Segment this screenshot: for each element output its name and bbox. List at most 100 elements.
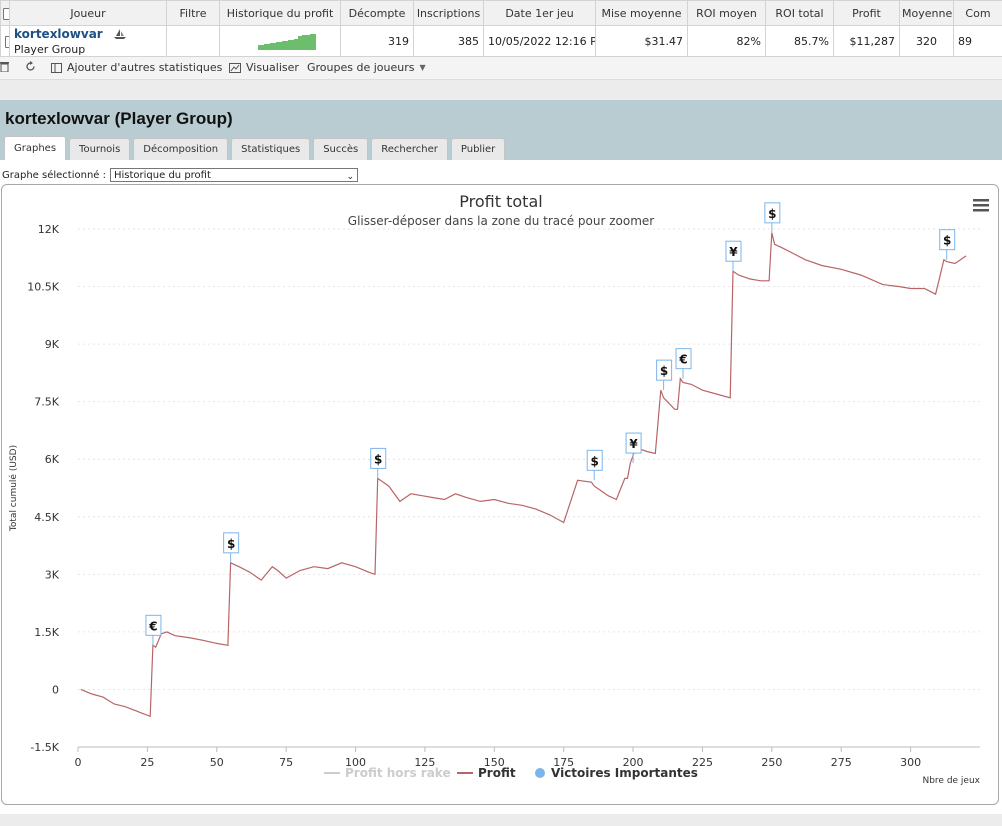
- x-tick-label: 50: [210, 756, 224, 769]
- add-stats-button[interactable]: Ajouter d'autres statistiques: [51, 61, 222, 74]
- x-tick-label: 125: [414, 756, 435, 769]
- x-tick-label: 250: [761, 756, 782, 769]
- total-roi-cell: 85.7%: [765, 25, 834, 57]
- big-win-flag: [145, 614, 162, 636]
- average-cell: 320: [899, 25, 954, 57]
- legend-item[interactable]: Profit hors rake: [345, 766, 451, 780]
- count-cell: 319: [340, 25, 414, 57]
- big-win-flag-symbol: $: [227, 537, 235, 551]
- graph-select-label: Graphe sélectionné :: [2, 169, 106, 181]
- big-win-flag-symbol: €: [148, 619, 157, 633]
- header-first-date[interactable]: Date 1er jeu: [483, 0, 596, 26]
- header-avg-roi[interactable]: ROI moyen: [687, 0, 766, 26]
- x-tick-label: 300: [900, 756, 921, 769]
- y-axis-label: Total cumulé (USD): [8, 445, 19, 532]
- player-cell[interactable]: kortexlowvar Player Group: [9, 25, 167, 57]
- y-tick-label: 7.5K: [34, 396, 59, 409]
- profit-chart[interactable]: Profit total Glisser-déposer dans la zone…: [1, 184, 999, 805]
- graph-select[interactable]: Historique du profit ⌄: [110, 168, 358, 182]
- big-win-flag-symbol: €: [678, 353, 687, 367]
- header-filter[interactable]: Filtre: [166, 0, 220, 26]
- header-total-roi[interactable]: ROI total: [765, 0, 834, 26]
- chart-svg[interactable]: Profit total Glisser-déposer dans la zone…: [2, 185, 1000, 806]
- header-average[interactable]: Moyenne: [899, 0, 954, 26]
- first-date-cell: 10/05/2022 12:16 P: [483, 25, 596, 57]
- player-panel: kortexlowvar (Player Group) Graphes Tour…: [0, 100, 1002, 160]
- x-axis-label: Nbre de jeux: [922, 776, 980, 786]
- x-tick-label: 0: [75, 756, 82, 769]
- player-stats-table: Joueur Filtre Historique du profit Décom…: [0, 0, 1002, 57]
- y-tick-label: 10.5K: [27, 281, 59, 294]
- profit-cell: $11,287: [833, 25, 900, 57]
- header-avg-stake[interactable]: Mise moyenne: [595, 0, 688, 26]
- tab-tournois[interactable]: Tournois: [69, 138, 131, 160]
- big-win-flag: [675, 348, 692, 370]
- y-tick-label: 6K: [45, 453, 60, 466]
- tab-graphes[interactable]: Graphes: [4, 136, 67, 160]
- add-stats-label: Ajouter d'autres statistiques: [67, 61, 223, 74]
- chart-subtitle: Glisser-déposer dans la zone du tracé po…: [348, 214, 654, 228]
- chart-title: Profit total: [459, 192, 542, 211]
- big-win-flag-symbol: ¥: [629, 437, 638, 451]
- legend-swatch: [535, 768, 545, 778]
- graph-select-value: Historique du profit: [114, 170, 211, 181]
- legend-item[interactable]: Victoires Importantes: [551, 766, 698, 780]
- grid-toolbar: Ajouter d'autres statistiques Visualiser…: [0, 57, 1002, 80]
- filter-cell[interactable]: [166, 25, 220, 57]
- x-tick-label: 25: [140, 756, 154, 769]
- trash-icon: [0, 62, 9, 72]
- graph-select-row: Graphe sélectionné : Historique du profi…: [2, 168, 358, 182]
- big-win-flag: [370, 447, 387, 469]
- legend-item[interactable]: Profit: [478, 766, 516, 780]
- profit-sparkline: [244, 33, 316, 50]
- big-win-flag: [939, 229, 956, 251]
- player-group-label: Player Group: [14, 42, 86, 56]
- tab-publier[interactable]: Publier: [450, 138, 506, 160]
- player-name-link[interactable]: kortexlowvar: [14, 26, 103, 41]
- refresh-button[interactable]: [25, 61, 36, 72]
- x-tick-label: 150: [484, 756, 505, 769]
- header-profit-history[interactable]: Historique du profit: [219, 0, 341, 26]
- y-tick-label: 3K: [45, 568, 60, 581]
- big-win-flag: [725, 240, 742, 262]
- y-tick-label: 1.5K: [34, 626, 59, 639]
- tab-succes[interactable]: Succès: [313, 138, 369, 160]
- tab-rechercher[interactable]: Rechercher: [371, 138, 448, 160]
- header-count[interactable]: Décompte: [340, 0, 414, 26]
- big-win-flag: [223, 532, 240, 554]
- big-win-flag-symbol: $: [374, 452, 382, 466]
- x-tick-label: 75: [279, 756, 293, 769]
- avg-stake-cell: $31.47: [595, 25, 688, 57]
- refresh-icon: [26, 61, 35, 71]
- header-select[interactable]: [0, 0, 10, 26]
- delete-button[interactable]: [0, 61, 9, 72]
- panel-title: kortexlowvar (Player Group): [5, 109, 233, 128]
- big-win-flag-symbol: $: [591, 454, 599, 468]
- com-cell: 89: [953, 25, 1002, 57]
- big-win-flag: [586, 449, 603, 471]
- tab-statistiques[interactable]: Statistiques: [231, 138, 311, 160]
- separator: [0, 80, 1002, 100]
- select-all-checkbox[interactable]: [3, 7, 9, 20]
- row-select[interactable]: [0, 25, 10, 57]
- y-tick-label: 9K: [45, 338, 60, 351]
- header-profit[interactable]: Profit: [833, 0, 900, 26]
- tab-decomposition[interactable]: Décomposition: [133, 138, 229, 160]
- menu-bar: [973, 209, 989, 212]
- x-tick-label: 275: [831, 756, 852, 769]
- table-row[interactable]: kortexlowvar Player Group 319 385 10/05/…: [0, 25, 1002, 57]
- visualize-button[interactable]: Visualiser: [229, 61, 299, 74]
- player-groups-dropdown[interactable]: Groupes de joueurs ▼: [307, 61, 426, 74]
- x-tick-label: 225: [692, 756, 713, 769]
- header-player[interactable]: Joueur: [9, 0, 167, 26]
- y-tick-label: 4.5K: [34, 511, 59, 524]
- player-groups-label: Groupes de joueurs: [307, 61, 415, 74]
- header-com[interactable]: Com: [953, 0, 1002, 26]
- chart-icon: [229, 62, 241, 73]
- header-registrations[interactable]: Inscriptions: [413, 0, 484, 26]
- table-header-row: Joueur Filtre Historique du profit Décom…: [0, 0, 1002, 26]
- chart-menu-icon[interactable]: [973, 199, 989, 212]
- row-checkbox[interactable]: [5, 35, 9, 48]
- big-win-flag-symbol: $: [768, 207, 776, 221]
- profit-series-line: [80, 232, 967, 718]
